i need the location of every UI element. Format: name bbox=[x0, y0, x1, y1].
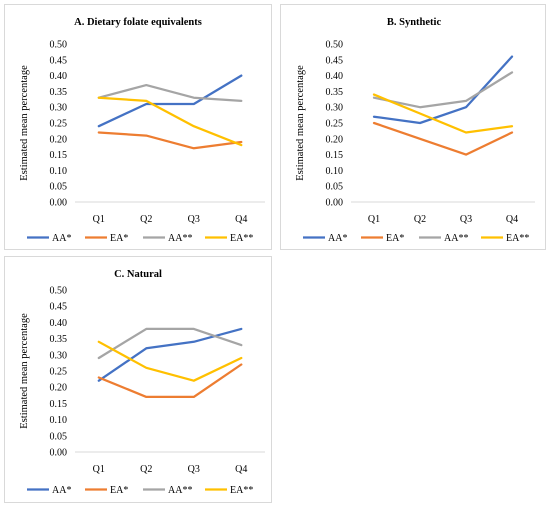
chart-panel-a: A. Dietary folate equivalents Estimated m… bbox=[4, 4, 272, 250]
y-tick-label: 0.25 bbox=[326, 119, 344, 130]
y-tick-label: 0.45 bbox=[50, 302, 68, 313]
series-line-eas bbox=[97, 363, 243, 399]
y-tick-label: 0.50 bbox=[50, 40, 68, 51]
x-tick-label: Q4 bbox=[235, 464, 247, 475]
legend-label: AA* bbox=[52, 485, 71, 496]
chart-panel-b: B. Synthetic Estimated mean percentage 0.0… bbox=[280, 4, 546, 250]
x-tick-label: Q3 bbox=[188, 464, 200, 475]
y-tick-label: 0.00 bbox=[50, 448, 68, 459]
x-tick-label: Q4 bbox=[235, 214, 247, 225]
y-tick-label: 0.10 bbox=[326, 166, 344, 177]
x-tick-label: Q3 bbox=[460, 214, 472, 225]
y-tick-label: 0.25 bbox=[50, 119, 68, 130]
y-tick-label: 0.00 bbox=[50, 198, 68, 209]
y-tick-label: 0.25 bbox=[50, 367, 68, 378]
chart-panel-c: C. Natural Estimated mean percentage 0.00 0… bbox=[4, 256, 272, 503]
chart-title: A. Dietary folate equivalents bbox=[74, 17, 202, 28]
x-tick-label: Q2 bbox=[140, 214, 152, 225]
series-line-aass bbox=[97, 327, 243, 360]
chart-title: B. Synthetic bbox=[387, 17, 442, 28]
y-tick-label: 0.45 bbox=[50, 55, 68, 66]
y-tick-label: 0.15 bbox=[50, 399, 68, 410]
series-line-eas bbox=[372, 121, 514, 156]
series-line-eass bbox=[97, 340, 243, 382]
y-tick-label: 0.40 bbox=[326, 71, 344, 82]
x-tick-label: Q1 bbox=[93, 214, 105, 225]
y-tick-label: 0.35 bbox=[50, 87, 68, 98]
legend-label: EA* bbox=[110, 485, 128, 496]
y-tick-label: 0.30 bbox=[50, 103, 68, 114]
chart-b-svg: B. Synthetic Estimated mean percentage 0.0… bbox=[295, 17, 535, 244]
series-line-aas bbox=[97, 74, 243, 128]
y-tick-label: 0.40 bbox=[50, 318, 68, 329]
legend-label: AA** bbox=[168, 233, 192, 244]
y-tick-label: 0.50 bbox=[50, 286, 68, 297]
legend-label: EA* bbox=[386, 233, 404, 244]
y-tick-label: 0.05 bbox=[50, 182, 68, 193]
x-tick-label: Q1 bbox=[93, 464, 105, 475]
x-tick-label: Q1 bbox=[368, 214, 380, 225]
legend-label: EA** bbox=[230, 485, 253, 496]
series-line-eass bbox=[97, 96, 243, 147]
legend-label: AA* bbox=[52, 233, 71, 244]
y-tick-label: 0.35 bbox=[326, 87, 344, 98]
y-tick-label: 0.30 bbox=[326, 103, 344, 114]
series-line-aass bbox=[372, 71, 514, 109]
x-tick-label: Q4 bbox=[506, 214, 518, 225]
y-tick-label: 0.15 bbox=[50, 150, 68, 161]
y-tick-label: 0.35 bbox=[50, 334, 68, 345]
y-tick-label: 0.20 bbox=[50, 134, 68, 145]
y-axis-title: Estimated mean percentage bbox=[19, 313, 30, 429]
y-tick-label: 0.10 bbox=[50, 415, 68, 426]
y-tick-label: 0.05 bbox=[50, 431, 68, 442]
y-axis-title: Estimated mean percentage bbox=[19, 65, 30, 181]
legend-label: EA** bbox=[230, 233, 253, 244]
legend-label: AA** bbox=[444, 233, 468, 244]
y-tick-label: 0.45 bbox=[326, 55, 344, 66]
y-tick-label: 0.05 bbox=[326, 182, 344, 193]
series-line-eas bbox=[97, 131, 243, 150]
legend-label: EA* bbox=[110, 233, 128, 244]
x-tick-label: Q2 bbox=[414, 214, 426, 225]
legend-label: AA** bbox=[168, 485, 192, 496]
y-tick-label: 0.15 bbox=[326, 150, 344, 161]
legend-label: AA* bbox=[328, 233, 347, 244]
y-tick-label: 0.30 bbox=[50, 350, 68, 361]
x-tick-label: Q2 bbox=[140, 464, 152, 475]
chart-a-svg: A. Dietary folate equivalents Estimated m… bbox=[19, 17, 265, 244]
y-tick-label: 0.10 bbox=[50, 166, 68, 177]
y-axis-title: Estimated mean percentage bbox=[295, 65, 306, 181]
x-tick-label: Q3 bbox=[188, 214, 200, 225]
chart-title: C. Natural bbox=[114, 269, 162, 280]
series-line-aass bbox=[97, 83, 243, 103]
legend-label: EA** bbox=[506, 233, 529, 244]
chart-c-svg: C. Natural Estimated mean percentage 0.00 0… bbox=[19, 269, 265, 496]
series-line-aas bbox=[97, 327, 243, 382]
series-line-eass bbox=[372, 93, 514, 134]
y-tick-label: 0.50 bbox=[326, 40, 344, 51]
series-line-aas bbox=[372, 55, 514, 125]
y-tick-label: 0.00 bbox=[326, 198, 344, 209]
y-tick-label: 0.40 bbox=[50, 71, 68, 82]
y-tick-label: 0.20 bbox=[326, 134, 344, 145]
y-tick-label: 0.20 bbox=[50, 383, 68, 394]
